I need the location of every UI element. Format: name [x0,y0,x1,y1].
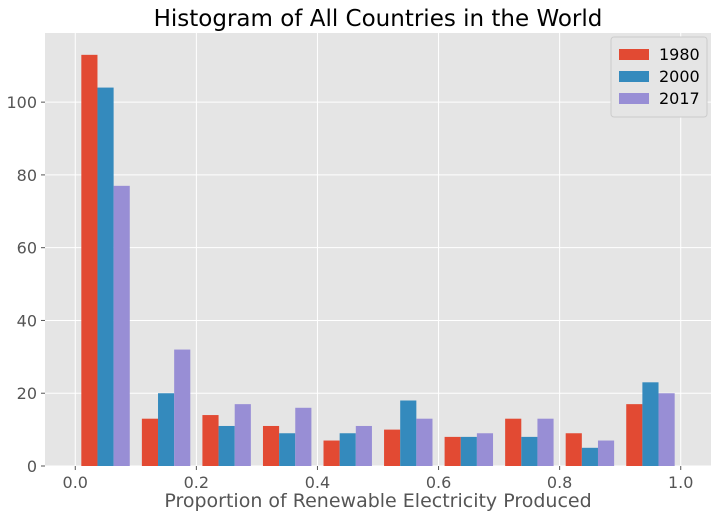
bar-2000-bin-2 [218,425,235,466]
x-tick-label-3: 0.6 [426,473,451,492]
y-tick-label-5: 100 [6,93,37,112]
bar-2017-bin-7 [537,418,554,466]
legend-swatch-1980 [619,49,649,60]
bar-1980-bin-7 [505,418,522,466]
bar-2000-bin-8 [581,447,598,466]
bar-1980-bin-0 [81,54,98,466]
x-tick-label-0: 0.0 [63,473,88,492]
bar-2017-bin-8 [597,440,615,466]
legend-label-2017: 2017 [659,89,700,108]
legend-swatch-2000 [619,71,649,82]
bar-1980-bin-4 [323,440,340,466]
legend-label-1980: 1980 [659,45,700,64]
chart-title: Histogram of All Countries in the World [154,6,603,32]
bar-2017-bin-0 [113,185,130,466]
x-tick-label-2: 0.4 [305,473,330,492]
bar-1980-bin-2 [202,415,219,466]
bar-2000-bin-1 [158,393,175,466]
bar-2017-bin-6 [476,433,494,466]
bar-1980-bin-5 [384,429,401,466]
bar-2017-bin-2 [234,404,251,466]
bar-1980-bin-9 [626,404,643,466]
x-tick-label-1: 0.2 [184,473,209,492]
y-tick-label-4: 80 [17,166,37,185]
bar-2017-bin-3 [295,407,312,466]
bar-2017-bin-1 [174,349,191,466]
legend-swatch-2017 [619,93,649,104]
bar-2000-bin-7 [521,436,538,466]
y-tick-label-2: 40 [17,311,37,330]
y-tick-label-0: 0 [27,457,37,476]
x-axis-label: Proportion of Renewable Electricity Prod… [164,490,591,512]
x-tick-label-4: 0.8 [547,473,572,492]
bar-2000-bin-6 [460,436,477,466]
bar-2000-bin-3 [279,433,296,466]
bar-2017-bin-4 [355,425,372,466]
bar-2000-bin-5 [400,400,417,466]
y-axis-ticks: 0 20 40 60 80 100 [6,93,45,476]
bar-2000-bin-9 [642,382,659,466]
bar-2017-bin-9 [658,393,675,466]
bar-1980-bin-1 [141,418,159,466]
bar-1980-bin-8 [565,433,582,466]
y-tick-label-3: 60 [17,239,37,258]
y-tick-label-1: 20 [17,384,37,403]
bar-1980-bin-6 [444,436,461,466]
bars-layer [81,54,675,466]
legend-label-2000: 2000 [659,67,700,86]
x-axis-ticks: 0.0 0.2 0.4 0.6 0.8 1.0 [63,466,693,492]
plot-area [45,33,711,466]
bar-1980-bin-3 [262,425,280,466]
x-tick-label-5: 1.0 [668,473,693,492]
legend: 1980 2000 2017 [610,36,708,118]
bar-2000-bin-4 [339,433,356,466]
grid-lines [45,33,711,467]
bar-2000-bin-0 [97,87,114,466]
bar-2017-bin-5 [416,418,433,466]
